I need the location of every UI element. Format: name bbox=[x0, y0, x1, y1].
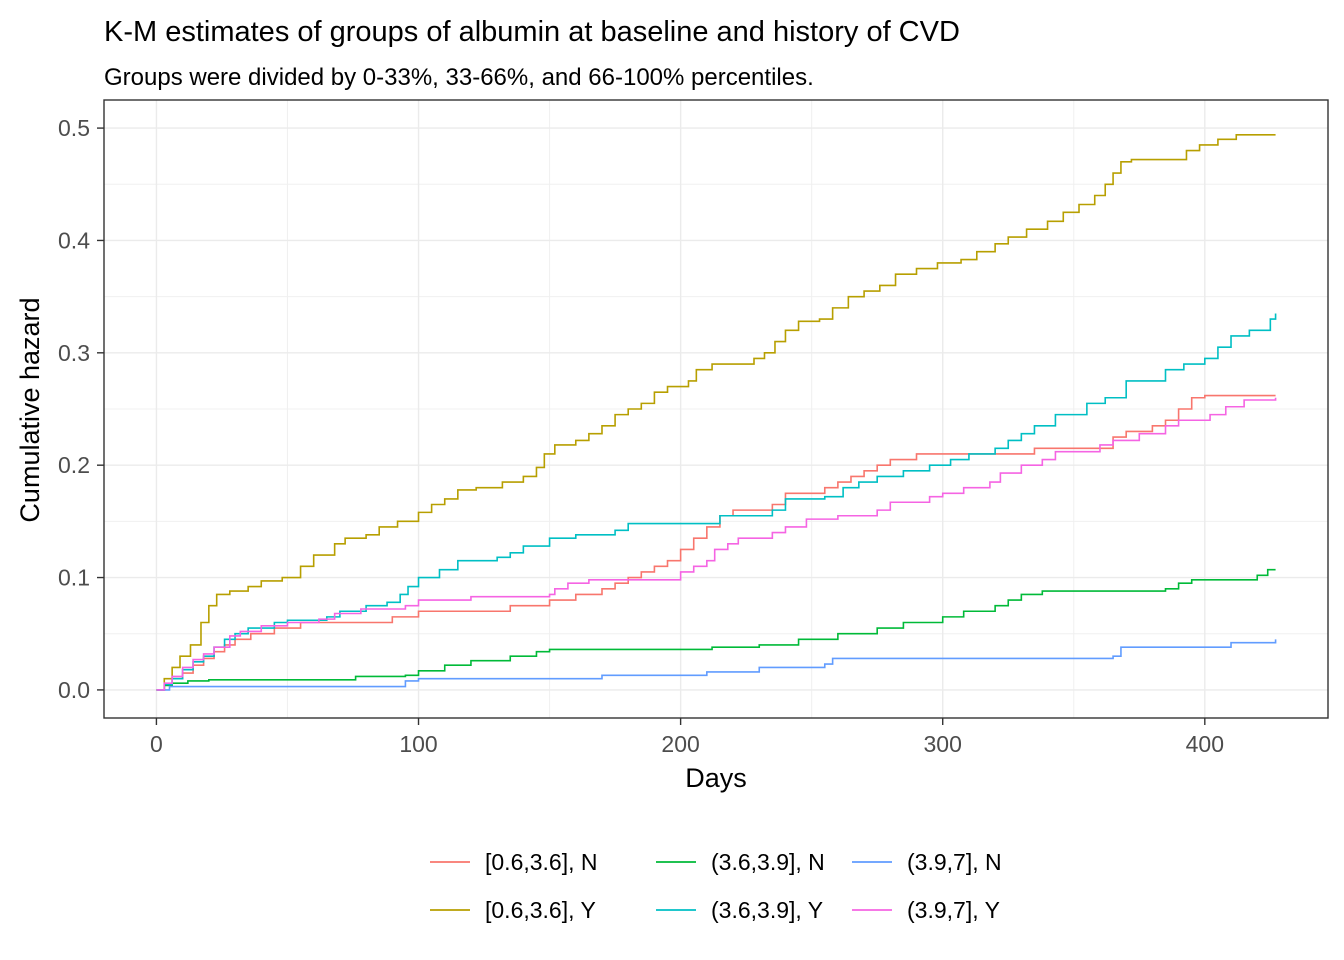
y-axis: 0.0 0.1 0.2 0.3 0.4 0.5 bbox=[58, 115, 104, 703]
panel-border bbox=[103, 99, 1329, 719]
x-axis: 0 100 200 300 400 bbox=[150, 718, 1224, 757]
legend-label: [0.6,3.6], Y bbox=[485, 897, 596, 923]
x-axis-label: Days bbox=[685, 763, 747, 793]
legend: [0.6,3.6], N [0.6,3.6], Y (3.6,3.9], N (3.6… bbox=[430, 849, 1002, 923]
series-line-1 bbox=[156, 394, 1276, 691]
y-tick-label: 0.0 bbox=[58, 677, 90, 703]
x-tick-label: 400 bbox=[1186, 731, 1224, 757]
series-line-2 bbox=[156, 134, 1276, 691]
legend-label: (3.6,3.9], N bbox=[711, 849, 825, 875]
x-tick-label: 0 bbox=[150, 731, 163, 757]
legend-label: [0.6,3.6], N bbox=[485, 849, 598, 875]
x-tick-label: 100 bbox=[399, 731, 437, 757]
y-tick-label: 0.4 bbox=[58, 227, 90, 253]
x-tick-label: 200 bbox=[661, 731, 699, 757]
series-line-5 bbox=[156, 639, 1277, 691]
legend-label: (3.6,3.9], Y bbox=[711, 897, 823, 923]
y-tick-label: 0.5 bbox=[58, 115, 90, 141]
series-line-3 bbox=[156, 568, 1276, 691]
legend-label: (3.9,7], Y bbox=[907, 897, 1000, 923]
grid-minor bbox=[104, 100, 1328, 718]
chart-subtitle: Groups were divided by 0-33%, 33-66%, an… bbox=[104, 64, 814, 91]
chart-title: K-M estimates of groups of albumin at ba… bbox=[104, 16, 960, 48]
series-line-6 bbox=[156, 397, 1277, 691]
series-line-4 bbox=[156, 313, 1277, 691]
series-lines bbox=[156, 134, 1277, 691]
x-tick-label: 300 bbox=[924, 731, 962, 757]
plot-panel bbox=[103, 99, 1329, 719]
legend-label: (3.9,7], N bbox=[907, 849, 1002, 875]
y-tick-label: 0.2 bbox=[58, 452, 90, 478]
y-tick-label: 0.1 bbox=[58, 565, 90, 591]
y-tick-label: 0.3 bbox=[58, 340, 90, 366]
y-axis-label: Cumulative hazard bbox=[15, 297, 45, 522]
